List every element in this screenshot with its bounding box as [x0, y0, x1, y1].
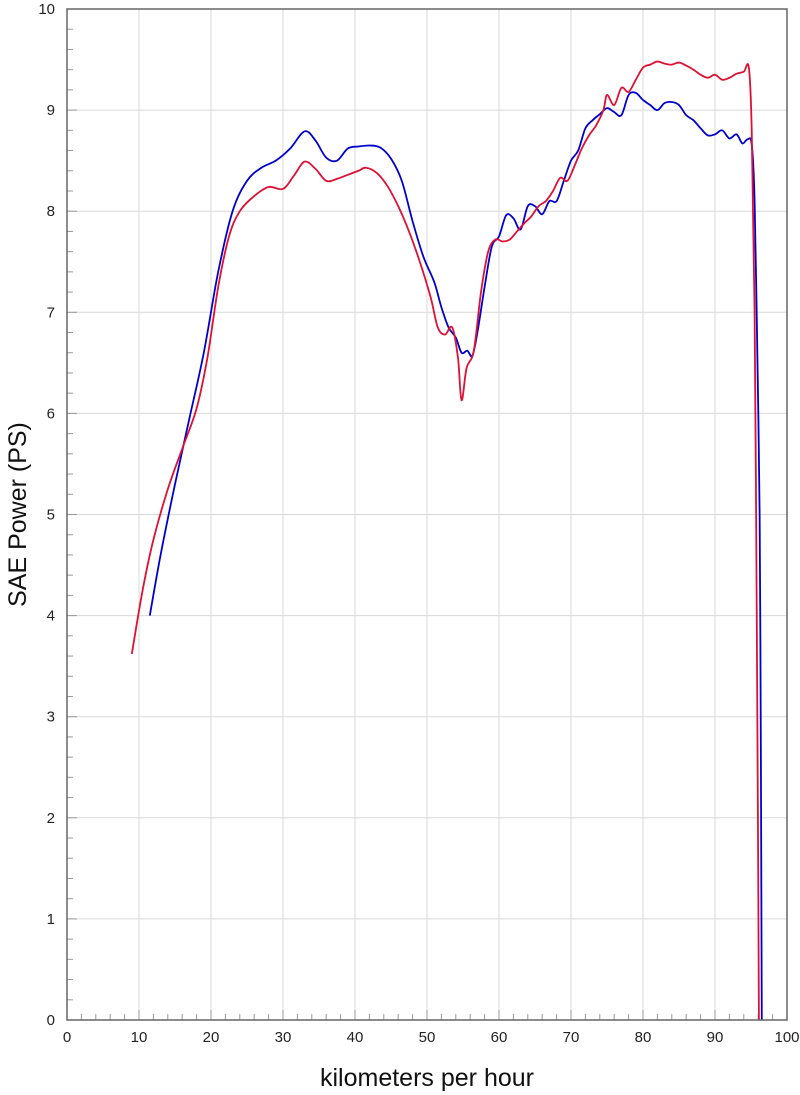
y-tick-label: 2	[47, 810, 55, 827]
x-tick-label: 70	[563, 1029, 580, 1046]
y-tick-label: 8	[47, 203, 55, 220]
y-tick-label: 3	[47, 709, 55, 726]
x-tick-label: 40	[347, 1029, 364, 1046]
x-tick-label: 60	[491, 1029, 508, 1046]
y-tick-label: 1	[47, 911, 55, 928]
x-tick-label: 0	[63, 1029, 71, 1046]
series-line-1	[148, 91, 763, 1021]
y-axis-title: SAE Power (PS)	[4, 422, 32, 607]
x-tick-label: 20	[203, 1029, 220, 1046]
y-tick-label: 10	[38, 1, 55, 18]
x-tick-label: 50	[419, 1029, 436, 1046]
minor-ticks	[67, 28, 774, 1020]
series-line-2	[130, 60, 760, 1021]
y-tick-label: 4	[47, 608, 55, 625]
x-tick-label: 90	[707, 1029, 724, 1046]
y-tick-labels: 0 1 2 3 4 5 6 7 8 9 10	[38, 1, 55, 1029]
x-tick-label: 10	[131, 1029, 148, 1046]
y-tick-label: 7	[47, 304, 55, 321]
x-tick-label: 80	[635, 1029, 652, 1046]
x-axis-title: kilometers per hour	[320, 1064, 534, 1092]
y-tick-label: 6	[47, 405, 55, 422]
y-tick-label: 5	[47, 507, 55, 524]
x-tick-label: 30	[275, 1029, 292, 1046]
plot-frame	[66, 8, 788, 1021]
y-tick-label: 9	[47, 102, 55, 119]
y-tick-label: 0	[47, 1012, 55, 1029]
grid	[66, 8, 788, 1021]
x-tick-labels: 0 10 20 30 40 50 60 70 80 90 100	[63, 1029, 800, 1046]
series-lines	[130, 60, 763, 1021]
x-tick-label: 100	[774, 1029, 799, 1046]
